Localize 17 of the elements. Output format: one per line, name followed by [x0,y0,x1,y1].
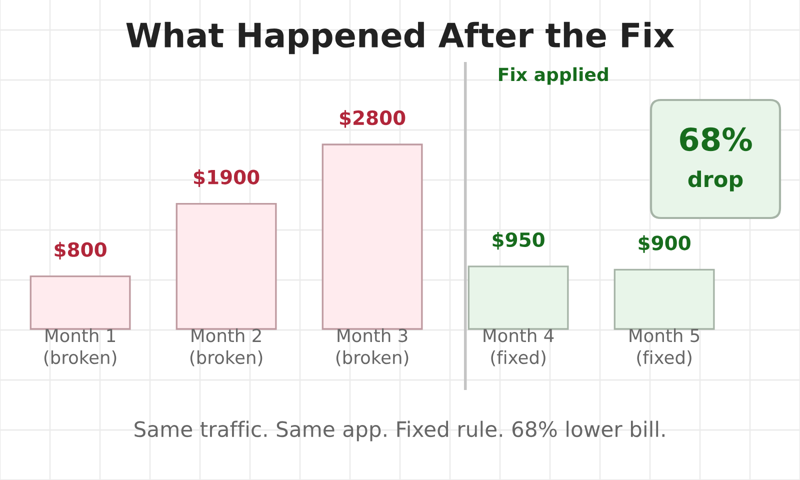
text: Same traffic. Same app. Fixed rule. 68% lower bill. [134,420,664,442]
ref-line-label: Fix applied [499,67,608,85]
data-label: $1900 [194,169,260,188]
data-label: $800 [54,242,106,260]
data-label: $950 [492,232,544,250]
x-tick-label: Month 2 (broken) [190,328,262,366]
bar [176,202,277,330]
chart-title: What Happened After the Fix [126,22,674,54]
bar [30,275,131,330]
x-tick-label: Month 1 (broken) [44,328,116,366]
data-label: $900 [638,235,690,253]
data-label: $2800 [340,110,406,128]
x-tick-label: Month 5 (fixed) [630,328,700,366]
bar [322,144,423,330]
annotation: 68% drop [680,127,752,192]
x-tick-label: Month 3 (broken) [336,328,408,366]
x-tick-label: Month 4 (fixed) [484,328,554,366]
